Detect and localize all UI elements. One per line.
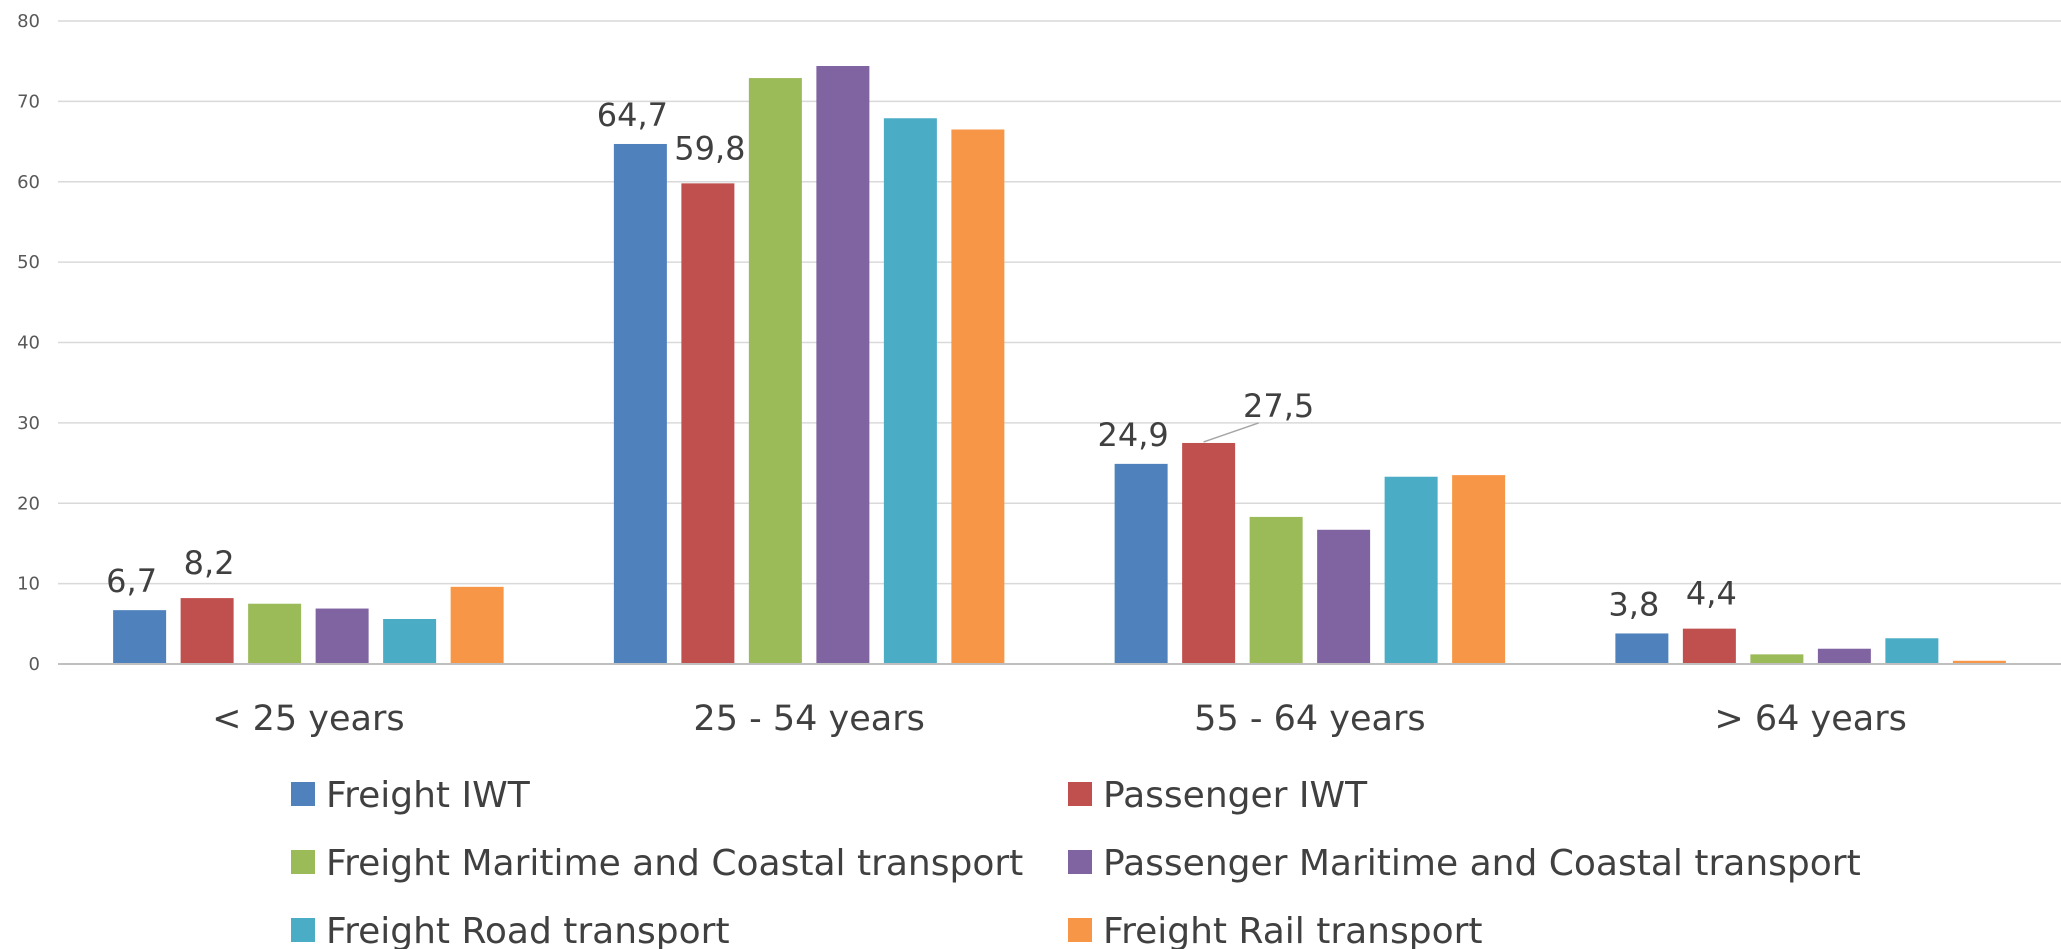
y-tick-label: 60 xyxy=(17,172,40,193)
bar-freight-rail-transport-64-years xyxy=(1952,660,2006,664)
legend-swatch xyxy=(291,850,315,874)
data-label: 8,2 xyxy=(184,544,235,582)
x-tick-label: < 25 years xyxy=(212,699,404,739)
legend-item-freight-rail-transport: Freight Rail transport xyxy=(1068,911,1483,949)
y-tick-label: 40 xyxy=(17,333,40,354)
data-label: 6,7 xyxy=(106,562,157,600)
data-label: 24,9 xyxy=(1098,416,1169,454)
bar-freight-maritime-and-coastal-transport-25-years xyxy=(248,603,302,664)
data-label: 59,8 xyxy=(674,129,745,167)
bars xyxy=(113,66,2006,665)
y-tick-label: 10 xyxy=(17,574,40,595)
data-label: 4,4 xyxy=(1686,575,1737,613)
legend-label: Freight Maritime and Coastal transport xyxy=(326,843,1023,884)
bar-freight-maritime-and-coastal-transport-25-54-years xyxy=(748,78,802,664)
y-axis-tick-labels: 0 10 20 30 40 50 60 70 80 xyxy=(17,11,40,675)
y-tick-label: 20 xyxy=(17,493,40,514)
legend-swatch xyxy=(291,918,315,942)
bar-passenger-iwt-55-64-years xyxy=(1182,442,1236,664)
data-label-leader-line xyxy=(1203,422,1259,443)
x-axis-tick-labels: < 25 years 25 - 54 years 55 - 64 years > 64… xyxy=(212,699,1907,739)
bar-freight-iwt-64-years xyxy=(1615,633,1669,664)
data-label: 64,7 xyxy=(597,96,668,134)
bar-freight-iwt-25-years xyxy=(113,610,167,664)
legend-label: Passenger Maritime and Coastal transport xyxy=(1103,843,1861,884)
legend-label: Freight IWT xyxy=(326,775,531,816)
bar-passenger-iwt-25-years xyxy=(180,598,234,664)
bar-freight-maritime-and-coastal-transport-64-years xyxy=(1750,654,1804,664)
legend-label: Passenger IWT xyxy=(1103,775,1368,816)
bar-passenger-maritime-and-coastal-transport-55-64-years xyxy=(1317,529,1371,664)
legend-item-passenger-iwt: Passenger IWT xyxy=(1068,775,1368,816)
legend-item-freight-road-transport: Freight Road transport xyxy=(291,911,730,949)
legend-item-passenger-maritime-and-coastal-transport: Passenger Maritime and Coastal transport xyxy=(1068,843,1861,884)
bar-passenger-maritime-and-coastal-transport-25-54-years xyxy=(816,66,870,664)
bar-freight-road-transport-25-years xyxy=(383,618,437,664)
x-tick-label: 25 - 54 years xyxy=(693,699,924,739)
gridlines xyxy=(58,20,2061,585)
y-tick-label: 30 xyxy=(17,413,40,434)
data-label: 27,5 xyxy=(1243,387,1314,425)
bar-passenger-maritime-and-coastal-transport-64-years xyxy=(1817,648,1871,664)
bar-passenger-maritime-and-coastal-transport-25-years xyxy=(315,608,369,664)
bar-freight-rail-transport-25-years xyxy=(450,586,504,664)
y-tick-label: 70 xyxy=(17,91,40,112)
legend-swatch xyxy=(291,782,315,806)
bar-freight-road-transport-64-years xyxy=(1885,638,1939,664)
bar-freight-road-transport-25-54-years xyxy=(883,118,937,664)
bar-freight-road-transport-55-64-years xyxy=(1384,476,1438,664)
y-tick-label: 80 xyxy=(17,11,40,32)
data-label: 3,8 xyxy=(1608,585,1659,623)
legend: Freight IWT Passenger IWT Freight Maritime… xyxy=(291,775,1861,949)
data-labels: 6,7 8,2 64,759,8 24,9 27,5 3,8 4,4 xyxy=(106,96,1737,623)
y-tick-label: 50 xyxy=(17,252,40,273)
bar-freight-maritime-and-coastal-transport-55-64-years xyxy=(1249,516,1303,664)
legend-swatch xyxy=(1068,918,1092,942)
legend-item-freight-iwt: Freight IWT xyxy=(291,775,531,816)
x-tick-label: > 64 years xyxy=(1714,699,1906,739)
y-tick-label: 0 xyxy=(29,654,40,675)
legend-label: Freight Rail transport xyxy=(1103,911,1483,949)
legend-swatch xyxy=(1068,782,1092,806)
legend-swatch xyxy=(1068,850,1092,874)
bar-passenger-iwt-64-years xyxy=(1682,628,1736,664)
bar-freight-rail-transport-25-54-years xyxy=(951,129,1005,665)
legend-item-freight-maritime-and-coastal-transport: Freight Maritime and Coastal transport xyxy=(291,843,1023,884)
x-tick-label: 55 - 64 years xyxy=(1194,699,1425,739)
bar-freight-iwt-55-64-years xyxy=(1114,463,1168,664)
legend-label: Freight Road transport xyxy=(326,911,730,949)
bar-passenger-iwt-25-54-years xyxy=(681,183,735,665)
bar-freight-rail-transport-55-64-years xyxy=(1452,475,1506,664)
bar-freight-iwt-25-54-years xyxy=(613,143,667,664)
